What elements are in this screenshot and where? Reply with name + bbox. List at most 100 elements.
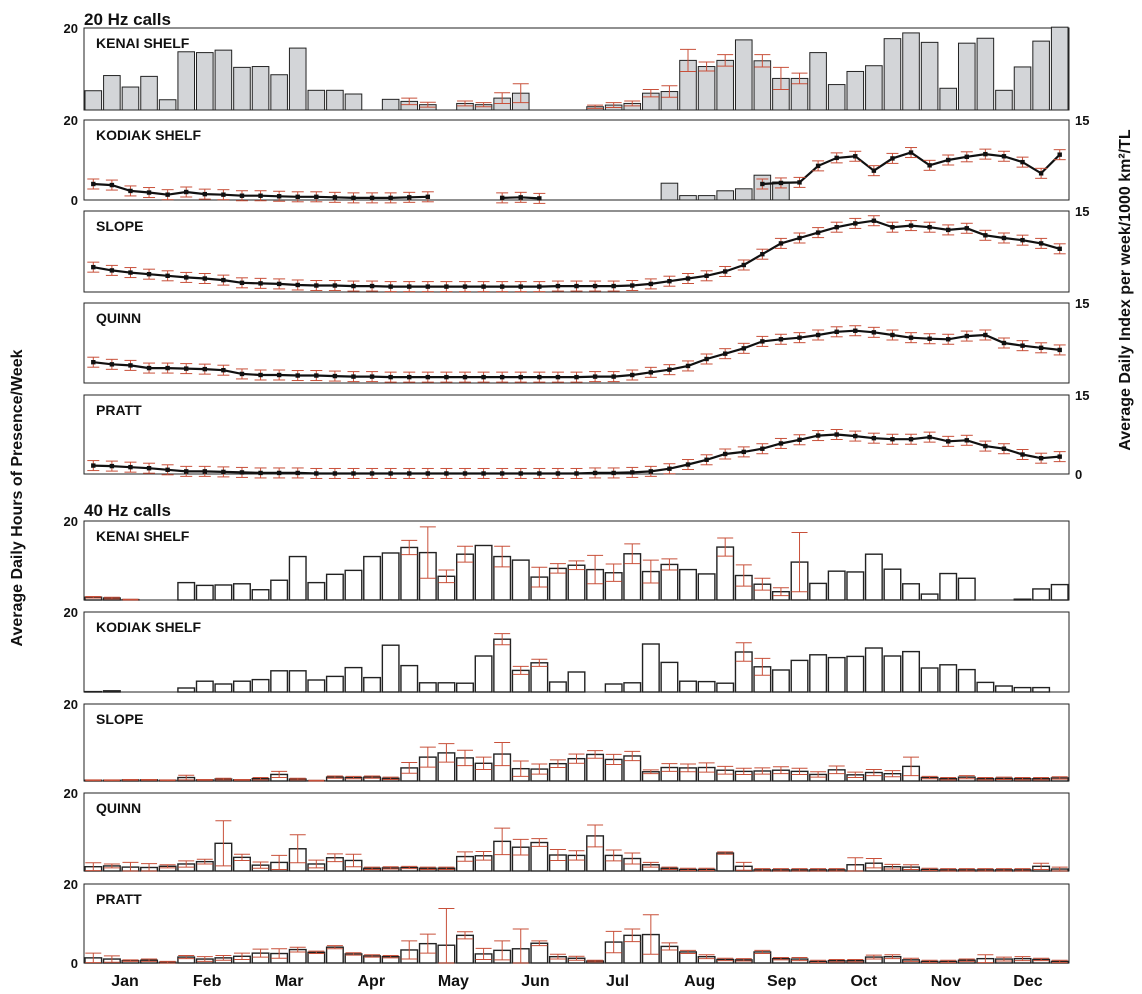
line-point [91, 360, 96, 365]
line-point [704, 356, 709, 362]
line-point [499, 195, 505, 201]
bar [920, 667, 939, 693]
bar [976, 37, 995, 111]
line-point [630, 372, 635, 378]
line-point [407, 195, 412, 200]
bar [623, 682, 642, 693]
line-point [332, 195, 338, 200]
bar [363, 555, 382, 601]
month-label: Jun [521, 973, 549, 990]
line-point [369, 283, 375, 289]
line-point [760, 339, 765, 344]
line-point [722, 351, 728, 356]
bar [232, 583, 251, 601]
right-tick-label: 15 [1075, 204, 1089, 219]
line-point [778, 180, 784, 186]
line-point [908, 335, 914, 340]
bar [288, 555, 307, 601]
line-point [704, 457, 709, 462]
bar [902, 583, 921, 601]
line-point [499, 374, 505, 380]
line-point [462, 374, 468, 380]
line-point [871, 330, 877, 335]
line-point [258, 372, 263, 378]
left-tick-label: 0 [71, 193, 78, 208]
line-point [128, 464, 133, 470]
line-point [574, 374, 579, 380]
left-tick-label: 20 [64, 697, 78, 712]
line-point [481, 374, 486, 380]
line-point [388, 471, 393, 476]
month-label: Apr [358, 973, 386, 990]
line-point [1057, 246, 1062, 251]
panel-20hz-pratt: PRATT 0 15 [83, 388, 1089, 482]
bar [474, 544, 493, 601]
bar [864, 647, 883, 693]
line-point [444, 284, 449, 289]
bar [567, 564, 586, 601]
line-point [518, 284, 523, 289]
bar [214, 584, 233, 601]
left-tick-label: 20 [64, 21, 78, 36]
line-point [592, 374, 598, 379]
line-point [165, 467, 170, 472]
bar [84, 90, 103, 111]
line-point [797, 437, 802, 442]
line-point [1057, 152, 1062, 157]
line-point [908, 437, 914, 442]
bar [344, 569, 363, 601]
bar [883, 568, 902, 601]
line-point [537, 284, 542, 289]
bar [1013, 66, 1032, 111]
line-point [444, 374, 449, 380]
line-point [778, 441, 784, 446]
bar [734, 39, 753, 111]
line-point [964, 333, 969, 339]
line-point [258, 193, 263, 198]
line-point [221, 469, 226, 475]
bar [196, 52, 214, 111]
line-point [574, 471, 579, 476]
line-point [109, 362, 115, 367]
line-point [258, 470, 263, 476]
bar [827, 656, 846, 693]
line-point [1020, 452, 1025, 457]
panel-20hz-kenai-shelf: KENAI SHELF 20 [64, 21, 1070, 111]
line-point [890, 156, 895, 161]
panel-40hz-kodiak-shelf: KODIAK SHELF 20 [64, 605, 1070, 693]
bar [995, 89, 1013, 111]
bar [325, 573, 344, 601]
line-point [908, 223, 914, 228]
line-point [128, 363, 133, 368]
line-point [945, 157, 951, 163]
bar [697, 680, 716, 693]
bar [177, 581, 196, 601]
bar [474, 655, 493, 693]
line-point [407, 374, 412, 380]
line-point [797, 235, 802, 241]
line-point [537, 196, 542, 201]
bar [270, 579, 289, 601]
bar [530, 942, 549, 964]
panel-label: KODIAK SHELF [96, 619, 201, 635]
bar [307, 581, 326, 601]
line-point [351, 471, 356, 476]
line-point [184, 275, 189, 280]
line-point [555, 471, 561, 476]
month-label: Jul [606, 973, 629, 990]
line-point [109, 268, 115, 273]
bar [939, 572, 958, 601]
month-label: Oct [850, 973, 877, 990]
line-point [797, 180, 802, 185]
line-point [425, 194, 431, 199]
month-axis: Jan Feb Mar Apr May Jun Jul Aug Sep Oct Nov Dec [111, 973, 1042, 990]
bar [177, 687, 196, 693]
section-title-20hz: 20 Hz calls [84, 10, 171, 29]
line-point [276, 372, 282, 378]
line-point [778, 337, 784, 342]
bar [530, 662, 549, 693]
bar [864, 553, 883, 601]
line-point [1020, 159, 1025, 165]
line-point [927, 225, 932, 230]
